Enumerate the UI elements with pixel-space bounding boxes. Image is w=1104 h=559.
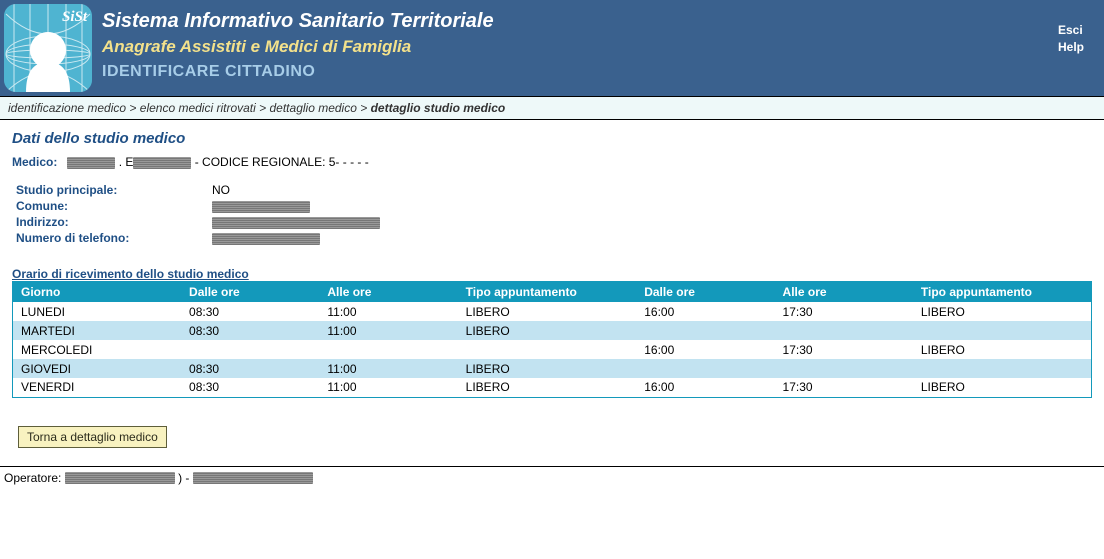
- schedule-cell: [319, 340, 457, 359]
- header-subtitle: IDENTIFICARE CITTADINO: [102, 63, 1094, 81]
- esci-link[interactable]: Esci: [1058, 22, 1084, 39]
- schedule-cell: LIBERO: [458, 378, 637, 397]
- schedule-col-header: Dalle ore: [181, 282, 319, 303]
- schedule-cell: [636, 359, 774, 378]
- content: Dati dello studio medico Medico: . E - C…: [0, 120, 1104, 448]
- footer: Operatore: ) -: [0, 467, 1104, 495]
- detail-row: Indirizzo:: [12, 215, 1092, 229]
- schedule-table: GiornoDalle oreAlle oreTipo appuntamento…: [12, 281, 1092, 398]
- header-links: Esci Help: [1058, 22, 1084, 56]
- schedule-cell: [913, 359, 1092, 378]
- detail-row: Studio principale:NO: [12, 183, 1092, 197]
- detail-value: NO: [212, 183, 1092, 197]
- operatore-label: Operatore:: [4, 471, 61, 485]
- detail-value: [212, 199, 1092, 213]
- schedule-title: Orario di ricevimento dello studio medic…: [12, 267, 1092, 281]
- medico-line: Medico: . E - CODICE REGIONALE: 5- - - -…: [12, 155, 1092, 169]
- operatore-sep: ) -: [178, 471, 193, 485]
- medico-codice-suffix: - - - - -: [335, 155, 368, 169]
- detail-label: Numero di telefono:: [12, 231, 212, 245]
- schedule-cell: LIBERO: [458, 302, 637, 321]
- redacted-value: [212, 201, 310, 213]
- schedule-cell: 17:30: [775, 340, 913, 359]
- header-title-2: Anagrafe Assistiti e Medici di Famiglia: [102, 37, 1094, 57]
- breadcrumb-item[interactable]: elenco medici ritrovati: [140, 101, 256, 115]
- medico-name-redacted-1: [67, 157, 115, 169]
- schedule-cell: LIBERO: [913, 378, 1092, 397]
- header-title-1: Sistema Informativo Sanitario Territoria…: [102, 10, 1094, 33]
- detail-label: Studio principale:: [12, 183, 212, 197]
- detail-value: [212, 231, 1092, 245]
- medico-codice-label: - CODICE REGIONALE: 5: [195, 155, 336, 169]
- schedule-col-header: Dalle ore: [636, 282, 774, 303]
- schedule-cell: 17:30: [775, 378, 913, 397]
- schedule-cell: 11:00: [319, 302, 457, 321]
- schedule-col-header: Alle ore: [319, 282, 457, 303]
- schedule-cell: LIBERO: [458, 359, 637, 378]
- medico-label: Medico:: [12, 155, 57, 169]
- redacted-value: [212, 233, 320, 245]
- schedule-col-header: Giorno: [13, 282, 182, 303]
- schedule-cell: LIBERO: [913, 340, 1092, 359]
- schedule-cell: 17:30: [775, 302, 913, 321]
- schedule-row: MERCOLEDI 16:0017:30LIBERO: [13, 340, 1092, 359]
- redacted-value: [212, 217, 380, 229]
- schedule-col-header: Tipo appuntamento: [458, 282, 637, 303]
- schedule-cell: 08:30: [181, 321, 319, 340]
- section-title: Dati dello studio medico: [12, 130, 1092, 147]
- schedule-cell: [775, 359, 913, 378]
- schedule-cell: 08:30: [181, 359, 319, 378]
- button-row: Torna a dettaglio medico: [18, 426, 1092, 448]
- schedule-cell: 16:00: [636, 378, 774, 397]
- schedule-col-header: Alle ore: [775, 282, 913, 303]
- detail-label: Comune:: [12, 199, 212, 213]
- svg-text:SiSt: SiSt: [62, 9, 88, 25]
- schedule-cell: [458, 340, 637, 359]
- schedule-cell: LIBERO: [458, 321, 637, 340]
- schedule-cell: [181, 340, 319, 359]
- breadcrumb-item[interactable]: identificazione medico: [8, 101, 126, 115]
- operatore-redacted-1: [65, 472, 175, 484]
- detail-value: [212, 215, 1092, 229]
- schedule-cell: MERCOLEDI: [13, 340, 182, 359]
- schedule-cell: 16:00: [636, 340, 774, 359]
- breadcrumb: identificazione medico > elenco medici r…: [0, 96, 1104, 120]
- details-block: Studio principale:NOComune:Indirizzo:Num…: [12, 183, 1092, 245]
- schedule-cell: GIOVEDI: [13, 359, 182, 378]
- breadcrumb-current: dettaglio studio medico: [371, 101, 506, 115]
- operatore-redacted-2: [193, 472, 313, 484]
- schedule-row: LUNEDI08:3011:00LIBERO16:0017:30LIBERO: [13, 302, 1092, 321]
- header-titles: Sistema Informativo Sanitario Territoria…: [102, 4, 1094, 81]
- schedule-col-header: Tipo appuntamento: [913, 282, 1092, 303]
- detail-label: Indirizzo:: [12, 215, 212, 229]
- help-link[interactable]: Help: [1058, 39, 1084, 56]
- schedule-cell: 11:00: [319, 321, 457, 340]
- schedule-cell: 11:00: [319, 359, 457, 378]
- schedule-cell: 11:00: [319, 378, 457, 397]
- medico-name-redacted-2: [133, 157, 191, 169]
- schedule-cell: 08:30: [181, 302, 319, 321]
- schedule-cell: 16:00: [636, 302, 774, 321]
- schedule-cell: MARTEDI: [13, 321, 182, 340]
- schedule-cell: [913, 321, 1092, 340]
- medico-name-sep: . E: [119, 155, 134, 169]
- schedule-cell: LIBERO: [913, 302, 1092, 321]
- detail-row: Numero di telefono:: [12, 231, 1092, 245]
- schedule-cell: VENERDI: [13, 378, 182, 397]
- schedule-row: MARTEDI08:3011:00LIBERO: [13, 321, 1092, 340]
- schedule-row: GIOVEDI08:3011:00LIBERO: [13, 359, 1092, 378]
- app-header: SiSt Sistema Informativo Sanitario Terri…: [0, 0, 1104, 96]
- schedule-row: VENERDI08:3011:00LIBERO16:0017:30LIBERO: [13, 378, 1092, 397]
- back-button[interactable]: Torna a dettaglio medico: [18, 426, 167, 448]
- schedule-cell: [775, 321, 913, 340]
- breadcrumb-item[interactable]: dettaglio medico: [270, 101, 357, 115]
- schedule-cell: LUNEDI: [13, 302, 182, 321]
- schedule-cell: 08:30: [181, 378, 319, 397]
- app-logo: SiSt: [4, 4, 92, 92]
- detail-row: Comune:: [12, 199, 1092, 213]
- schedule-cell: [636, 321, 774, 340]
